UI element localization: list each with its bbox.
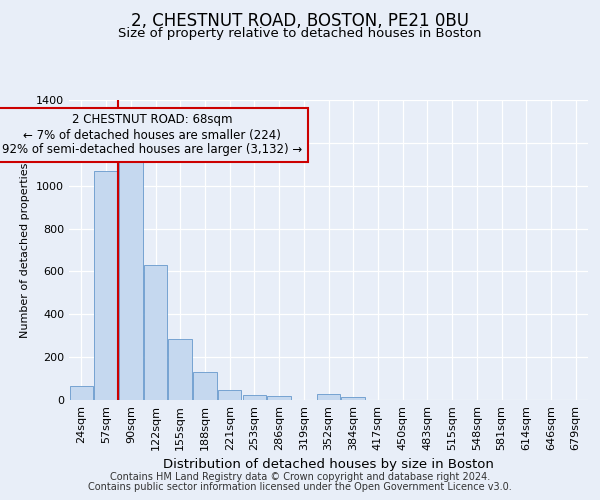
Bar: [94, 170, 118, 400]
Text: Contains public sector information licensed under the Open Government Licence v3: Contains public sector information licen…: [88, 482, 512, 492]
Y-axis label: Number of detached properties: Number of detached properties: [20, 162, 31, 338]
Bar: [70, 386, 93, 400]
Bar: [268, 396, 291, 400]
Bar: [144, 265, 167, 400]
X-axis label: Distribution of detached houses by size in Boston: Distribution of detached houses by size …: [163, 458, 494, 471]
Bar: [169, 339, 192, 400]
Bar: [341, 397, 365, 400]
Text: 2, CHESTNUT ROAD, BOSTON, PE21 0BU: 2, CHESTNUT ROAD, BOSTON, PE21 0BU: [131, 12, 469, 30]
Text: Size of property relative to detached houses in Boston: Size of property relative to detached ho…: [118, 28, 482, 40]
Bar: [242, 396, 266, 400]
Bar: [119, 152, 143, 400]
Bar: [317, 394, 340, 400]
Bar: [218, 390, 241, 400]
Text: Contains HM Land Registry data © Crown copyright and database right 2024.: Contains HM Land Registry data © Crown c…: [110, 472, 490, 482]
Bar: [193, 372, 217, 400]
Text: 2 CHESTNUT ROAD: 68sqm
← 7% of detached houses are smaller (224)
92% of semi-det: 2 CHESTNUT ROAD: 68sqm ← 7% of detached …: [2, 114, 302, 156]
